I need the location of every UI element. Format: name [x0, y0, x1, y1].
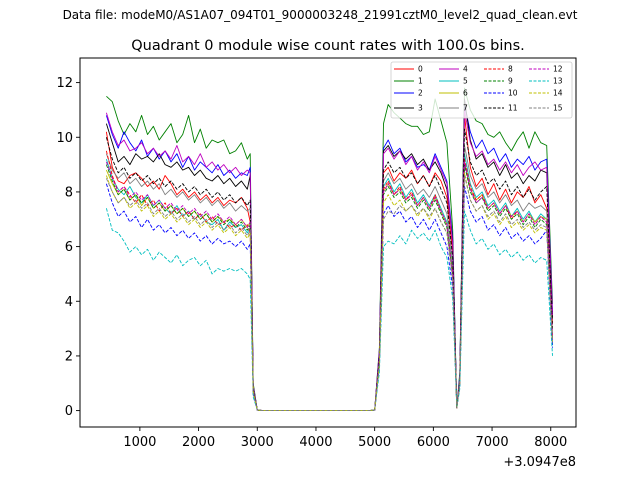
x-axis-offset-label: +3.0947e8	[503, 455, 576, 470]
x-tick-label: 3000	[241, 435, 274, 450]
legend-label-13: 13	[553, 77, 563, 86]
y-tick-label: 8	[65, 185, 73, 200]
y-tick-label: 6	[65, 240, 73, 255]
series-line-8	[105, 150, 553, 412]
axes-frame	[79, 57, 577, 428]
y-tick-label: 12	[56, 76, 73, 91]
series-line-12	[105, 161, 553, 412]
x-tick-label: 2000	[182, 435, 215, 450]
series-line-10	[105, 183, 553, 412]
y-tick-label: 4	[65, 295, 73, 310]
plot-lines	[105, 87, 553, 412]
series-line-1	[106, 87, 553, 412]
series-line-9	[105, 164, 553, 412]
y-tick-label: 0	[65, 404, 73, 419]
legend-label-11: 11	[508, 104, 518, 113]
legend-label-4: 4	[463, 65, 468, 74]
series-line-2	[105, 104, 553, 412]
legend-label-10: 10	[508, 89, 518, 98]
legend-label-12: 12	[553, 65, 563, 74]
legend-label-9: 9	[508, 77, 513, 86]
legend-label-0: 0	[418, 65, 423, 74]
x-tick-label: 7000	[476, 435, 509, 450]
legend-label-8: 8	[508, 65, 513, 74]
y-tick-label: 10	[56, 131, 73, 146]
series-line-15	[105, 175, 553, 412]
legend-label-2: 2	[418, 89, 423, 98]
series-line-11	[105, 128, 553, 412]
legend-label-5: 5	[463, 77, 468, 86]
x-axis: 1000 2000 3000 4000 5000 6000 7000 8000	[123, 427, 567, 450]
x-tick-label: 4000	[299, 435, 332, 450]
x-tick-label: 5000	[358, 435, 391, 450]
legend-label-14: 14	[553, 89, 563, 98]
legend-label-6: 6	[463, 89, 468, 98]
legend-label-3: 3	[418, 104, 423, 113]
x-tick-label: 1000	[123, 435, 156, 450]
figure-suptitle: Data file: modeM0/AS1A07_094T01_90000032…	[62, 8, 578, 22]
chart-title: Quadrant 0 module wise count rates with …	[131, 38, 525, 54]
y-tick-label: 2	[65, 349, 73, 364]
x-tick-label: 8000	[534, 435, 567, 450]
legend-box	[390, 61, 573, 119]
legend-label-1: 1	[418, 77, 423, 86]
series-line-3	[105, 98, 553, 412]
legend-label-7: 7	[463, 104, 468, 113]
series-line-7	[105, 145, 553, 412]
y-axis: 0 2 4 6 8 10 12	[56, 76, 80, 419]
legend-label-15: 15	[553, 104, 563, 113]
x-tick-label: 6000	[417, 435, 450, 450]
series-line-13	[105, 208, 553, 412]
